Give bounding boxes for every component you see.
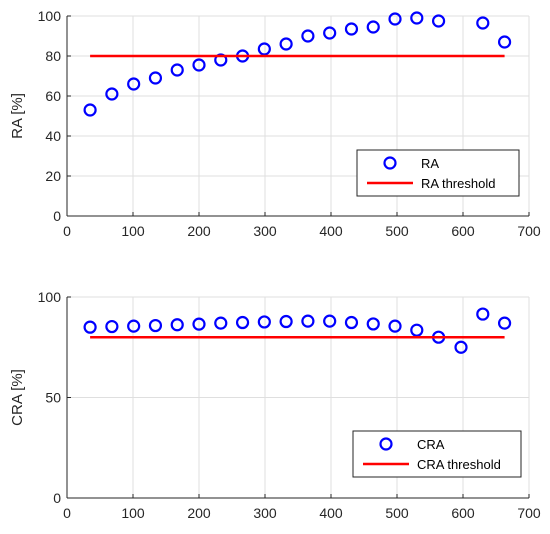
x-tick-label: 600 — [451, 223, 475, 239]
data-point — [257, 315, 271, 329]
legend-label: RA threshold — [421, 176, 495, 191]
x-tick-label: 0 — [63, 223, 71, 239]
data-point — [214, 316, 228, 330]
x-tick-label: 500 — [385, 223, 409, 239]
data-point — [344, 22, 359, 36]
data-point — [105, 319, 119, 334]
x-tick-label: 600 — [451, 505, 475, 521]
data-point — [323, 26, 337, 40]
data-point — [235, 315, 250, 330]
data-point — [83, 320, 97, 334]
x-tick-label: 300 — [253, 505, 277, 521]
x-tick-label: 300 — [253, 223, 277, 239]
x-tick-label: 400 — [319, 505, 343, 521]
y-tick-label: 0 — [53, 490, 61, 506]
data-point — [170, 318, 184, 332]
y-tick-label: 50 — [45, 390, 61, 406]
data-point — [344, 315, 359, 330]
data-point — [366, 317, 380, 331]
x-tick-label: 400 — [319, 223, 343, 239]
data-point — [257, 42, 271, 56]
y-axis-label: RA [%] — [9, 93, 26, 139]
data-point — [301, 314, 315, 328]
y-tick-label: 0 — [53, 208, 61, 224]
legend-marker-symbol — [383, 156, 397, 170]
data-point — [127, 77, 141, 91]
y-tick-label: 80 — [45, 48, 61, 64]
data-point — [214, 53, 228, 67]
data-point — [279, 37, 293, 51]
data-point — [388, 319, 402, 333]
x-tick-label: 700 — [517, 505, 541, 521]
data-point — [497, 316, 512, 330]
x-tick-label: 700 — [517, 223, 541, 239]
x-tick-label: 200 — [187, 223, 211, 239]
x-tick-label: 200 — [187, 505, 211, 521]
data-point — [476, 16, 490, 30]
x-tick-label: 100 — [121, 223, 145, 239]
data-point — [279, 314, 293, 329]
data-point — [431, 14, 446, 28]
data-point — [83, 103, 97, 117]
data-point — [148, 318, 163, 333]
y-tick-label: 40 — [45, 128, 61, 144]
legend-box — [356, 149, 520, 197]
x-tick-label: 100 — [121, 505, 145, 521]
data-point — [170, 63, 184, 77]
data-point — [105, 87, 119, 101]
data-point — [454, 340, 468, 354]
y-tick-label: 60 — [45, 88, 61, 104]
legend-marker-symbol — [379, 437, 393, 451]
legend-box — [352, 430, 522, 478]
data-point — [148, 71, 163, 85]
x-tick-label: 500 — [385, 505, 409, 521]
data-point — [366, 20, 380, 34]
data-point — [127, 319, 141, 333]
x-tick-label: 0 — [63, 505, 71, 521]
data-point — [192, 58, 206, 72]
data-point — [192, 317, 206, 331]
data-point — [410, 11, 424, 25]
cra-chart: 0 100 200 300 400 500 600 700 0 50 100 CRA [%] CRA CR… — [9, 289, 541, 521]
data-point — [301, 29, 315, 43]
data-point — [476, 307, 490, 321]
data-point — [410, 323, 424, 337]
ra-chart: 0 100 200 300 400 500 600 700 0 20 40 60 80 100 RA [%]… — [9, 8, 541, 239]
data-point — [388, 12, 402, 26]
legend-label: CRA threshold — [417, 457, 501, 472]
y-tick-label: 100 — [38, 8, 62, 24]
data-point — [323, 314, 337, 328]
y-tick-label: 100 — [38, 289, 62, 305]
legend-label: CRA — [417, 437, 445, 452]
y-tick-label: 20 — [45, 168, 61, 184]
data-point — [497, 35, 512, 49]
y-axis-label: CRA [%] — [9, 369, 26, 426]
legend-label: RA — [421, 156, 439, 171]
